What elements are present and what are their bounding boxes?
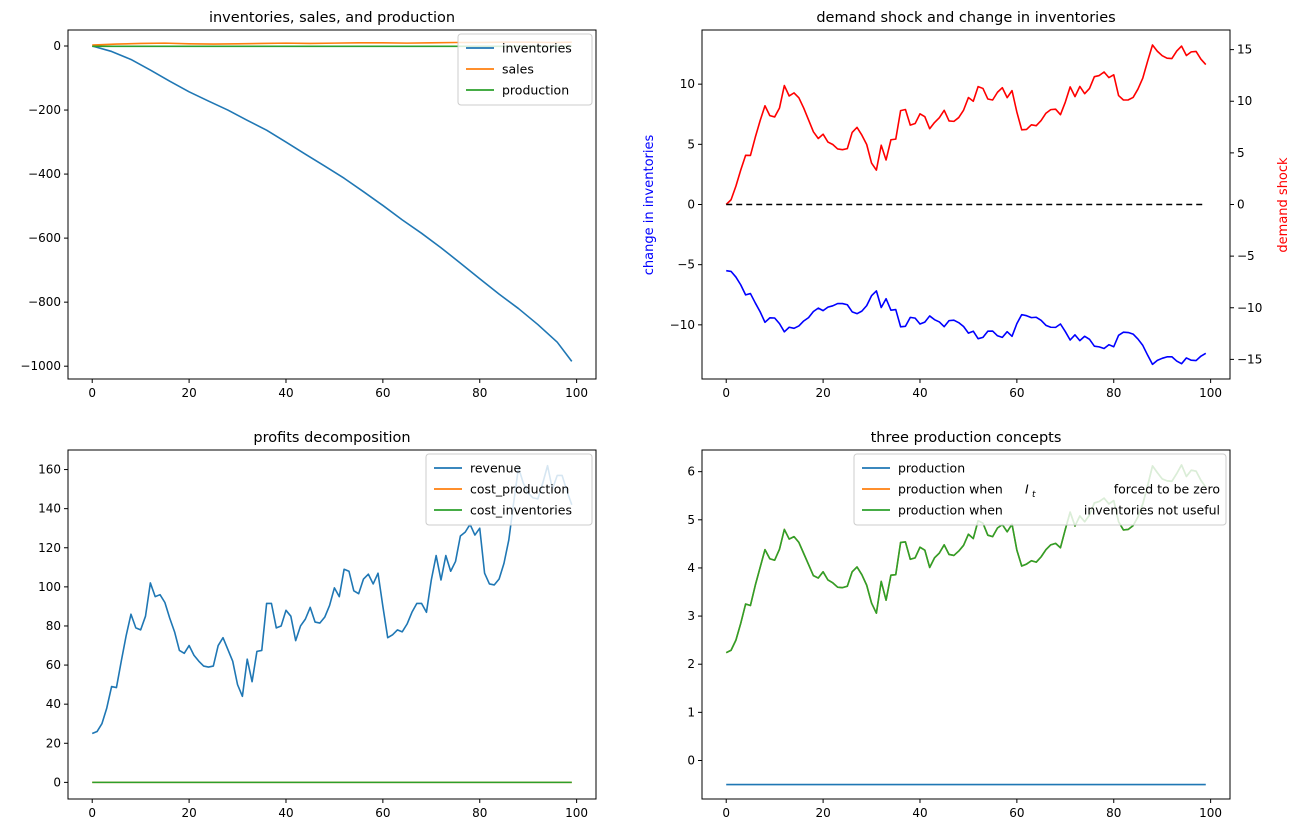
legend-entry-label: revenue xyxy=(470,461,521,476)
panel-2-right-ytick-label: 10 xyxy=(1237,94,1252,108)
panel-3-xtick-label: 100 xyxy=(565,806,588,820)
legend-box xyxy=(425,453,593,526)
legend-box xyxy=(853,453,1227,526)
panel-inventories-sales-production: inventories, sales, and production 0 20 40… xyxy=(20,10,597,400)
legend-entry-label: production xyxy=(898,461,965,476)
panel-4-xtick-label: 60 xyxy=(1009,806,1024,820)
panel-3-legend: revenue cost_production cost_inventories xyxy=(425,453,593,526)
panel-3-ytick-label: 20 xyxy=(46,736,61,750)
panel-3-ytick-label: 60 xyxy=(46,658,61,672)
panel-2-ytick-label: 10 xyxy=(680,77,695,91)
legend-entry-math-subscript: t xyxy=(1032,490,1036,500)
panel-1-ytick-label: 0 xyxy=(53,39,61,53)
panel-3-ytick-label: 80 xyxy=(46,619,61,633)
panel-3-xtick-label: 80 xyxy=(472,806,487,820)
panel-3-xtick-label: 20 xyxy=(181,806,196,820)
panel-2-xtick-label: 100 xyxy=(1199,386,1222,400)
panel-2-series-1-line xyxy=(726,269,1207,366)
panel-4-title: three production concepts xyxy=(871,430,1062,446)
panel-2-right-ytick-label: −5 xyxy=(1237,249,1255,263)
panel-1-title: inventories, sales, and production xyxy=(209,10,455,26)
panel-demand-shock: demand shock and change in inventories c… xyxy=(642,10,1291,400)
panel-4-ytick-label: 4 xyxy=(687,561,695,575)
panel-2-xtick-label: 60 xyxy=(1009,386,1024,400)
panel-2-right-ytick-label: 0 xyxy=(1237,198,1245,212)
panel-4-ytick-label: 1 xyxy=(687,705,695,719)
panel-2-right-ytick-label: 15 xyxy=(1237,43,1252,57)
panel-3-xtick-label: 60 xyxy=(375,806,390,820)
legend-entry-math: I xyxy=(1025,482,1029,497)
panel-2-ytick-label: 5 xyxy=(687,137,695,151)
panel-4-ytick-label: 0 xyxy=(687,753,695,767)
panel-1-xtick-label: 0 xyxy=(88,386,96,400)
panel-1-series-0-line xyxy=(92,45,573,362)
panel-3-ytick-label: 40 xyxy=(46,697,61,711)
panel-3-xtick-label: 40 xyxy=(278,806,293,820)
panel-4-frame xyxy=(701,449,1231,800)
panel-1-xtick-label: 80 xyxy=(472,386,487,400)
panel-1-ytick-label: −200 xyxy=(28,103,61,117)
legend-entry-label: production when xyxy=(898,482,1003,497)
panel-3-ytick-label: 120 xyxy=(38,541,61,555)
panel-2-title: demand shock and change in inventories xyxy=(816,10,1115,26)
panel-1-legend: inventories sales production xyxy=(457,33,593,106)
panel-3-ytick-label: 100 xyxy=(38,580,61,594)
legend-entry-label: cost_inventories xyxy=(470,503,572,518)
legend-entry-label: cost_production xyxy=(470,482,569,497)
panel-2-series-0-line xyxy=(725,44,1207,206)
panel-2-right-ylabel: demand shock xyxy=(1276,157,1291,253)
panel-2-xtick-label: 80 xyxy=(1106,386,1121,400)
panel-3-xtick-label: 0 xyxy=(88,806,96,820)
panel-1-xtick-label: 100 xyxy=(565,386,588,400)
panel-1-frame xyxy=(67,29,597,380)
panel-2-xtick-label: 40 xyxy=(912,386,927,400)
panel-3-ytick-label: 0 xyxy=(53,775,61,789)
panel-1-ytick-label: −600 xyxy=(28,231,61,245)
panel-4-ytick-label: 2 xyxy=(687,657,695,671)
panel-4-ytick-label: 3 xyxy=(687,609,695,623)
panel-4-ytick-label: 6 xyxy=(687,465,695,479)
panel-3-title: profits decomposition xyxy=(253,430,410,446)
panel-4-xtick-label: 20 xyxy=(815,806,830,820)
legend-entry-label: production xyxy=(502,83,569,98)
panel-1-xtick-label: 60 xyxy=(375,386,390,400)
panel-1-xtick-label: 20 xyxy=(181,386,196,400)
panel-3-frame xyxy=(67,449,597,800)
panel-4-ytick-label: 5 xyxy=(687,513,695,527)
panel-2-left-ylabel: change in inventories xyxy=(642,135,657,276)
panel-4-series-2-line xyxy=(725,464,1207,654)
panel-three-production-concepts: three production concepts 0 20 40 60 80 100 0 1… xyxy=(687,430,1231,820)
panel-1-ytick-label: −800 xyxy=(28,295,61,309)
panel-profits-decomposition: profits decomposition 0 20 40 60 80 100 0 20 40 6… xyxy=(38,430,597,820)
panel-2-right-ytick-label: 5 xyxy=(1237,146,1245,160)
panel-4-xtick-label: 40 xyxy=(912,806,927,820)
panel-4-xtick-label: 80 xyxy=(1106,806,1121,820)
panel-2-xtick-label: 20 xyxy=(815,386,830,400)
panel-2-ytick-label: −5 xyxy=(677,258,695,272)
panel-2-right-ytick-label: −10 xyxy=(1237,301,1262,315)
legend-entry-label: sales xyxy=(502,62,534,77)
panel-3-ytick-label: 160 xyxy=(38,463,61,477)
panel-4-xtick-label: 100 xyxy=(1199,806,1222,820)
panel-3-ytick-label: 140 xyxy=(38,502,61,516)
panel-3-series-0-line xyxy=(91,464,573,735)
panel-4-xtick-label: 0 xyxy=(722,806,730,820)
panel-2-ytick-label: −10 xyxy=(670,318,695,332)
legend-entry-label: inventories xyxy=(502,41,572,56)
legend-entry-tail: forced to be zero xyxy=(1114,482,1220,497)
panel-2-xtick-label: 0 xyxy=(722,386,730,400)
legend-entry-tail: inventories not useful xyxy=(1084,503,1220,518)
panel-1-ytick-label: −1000 xyxy=(20,359,61,373)
legend-entry-label: production when xyxy=(898,503,1003,518)
panel-1-ytick-label: −400 xyxy=(28,167,61,181)
panel-2-ytick-label: 0 xyxy=(687,198,695,212)
panel-2-right-ytick-label: −15 xyxy=(1237,352,1262,366)
legend-box xyxy=(457,33,593,106)
panel-1-xtick-label: 40 xyxy=(278,386,293,400)
